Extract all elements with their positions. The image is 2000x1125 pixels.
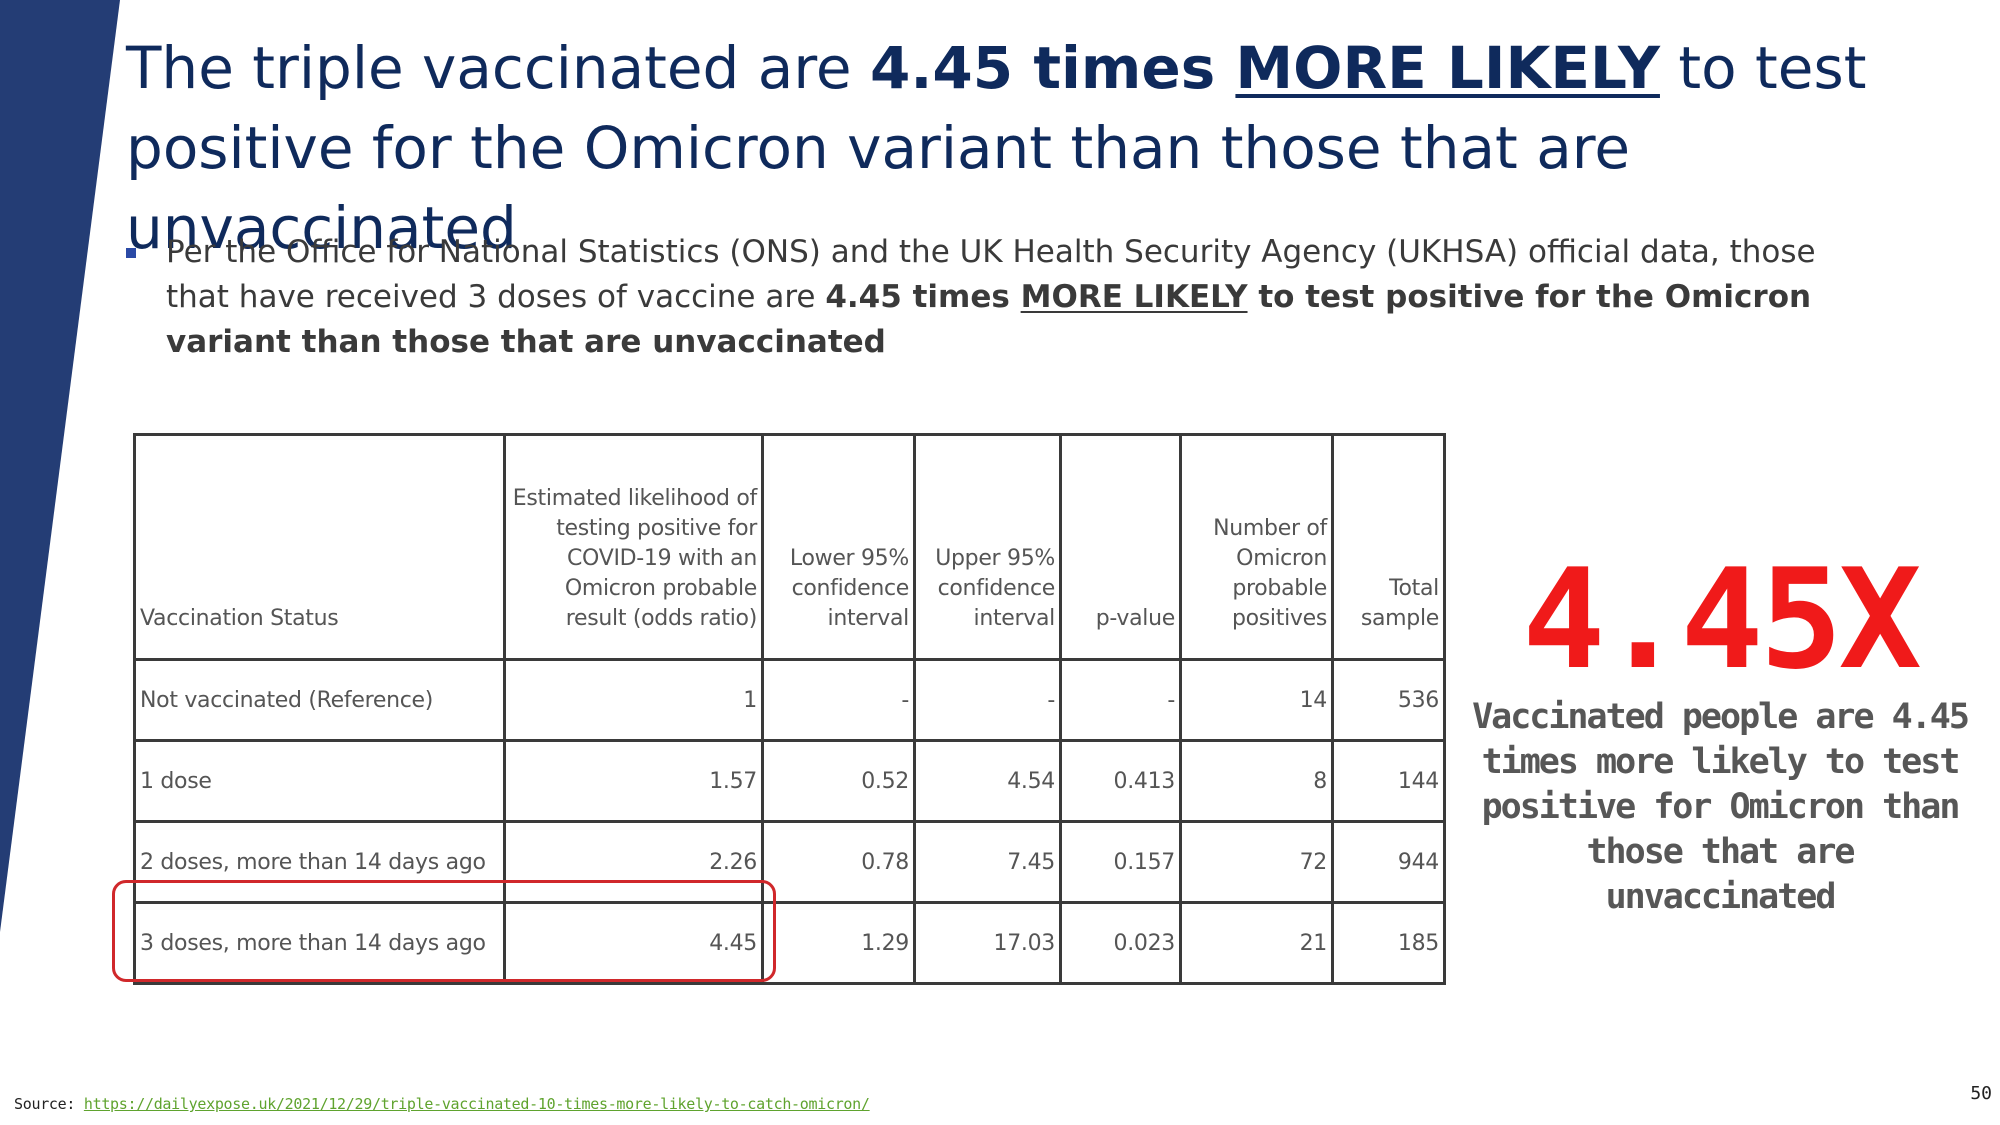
side-accent-band <box>0 0 120 932</box>
row-positives: 8 <box>1179 739 1334 823</box>
slide-title: The triple vaccinated are 4.45 times MOR… <box>126 28 1966 268</box>
square-bullet-icon <box>126 248 136 258</box>
row-lower-ci: - <box>761 658 916 742</box>
row-p-value: 0.023 <box>1059 901 1182 985</box>
header-total-sample: Total sample <box>1331 433 1446 661</box>
table-row: Not vaccinated (Reference) 1 - - - 14 53… <box>133 658 1446 742</box>
row-total-sample: 944 <box>1331 820 1446 904</box>
header-p-value: p-value <box>1059 433 1182 661</box>
bullet-point: Per the Office for National Statistics (… <box>126 230 1886 365</box>
table-row: 1 dose 1.57 0.52 4.54 0.413 8 144 <box>133 739 1446 823</box>
row-upper-ci: 17.03 <box>913 901 1062 985</box>
big-multiplier: 4.45X <box>1522 539 1921 700</box>
row-total-sample: 144 <box>1331 739 1446 823</box>
row-lower-ci: 0.52 <box>761 739 916 823</box>
row-p-value: - <box>1059 658 1182 742</box>
row-odds-ratio: 1.57 <box>503 739 764 823</box>
table-row: 3 doses, more than 14 days ago 4.45 1.29… <box>133 901 1446 985</box>
bullet-text-bold-tail: to test positive for the Omicron variant… <box>166 279 1812 360</box>
row-status: Not vaccinated (Reference) <box>133 658 506 742</box>
row-lower-ci: 0.78 <box>761 820 916 904</box>
highlight-box-three-doses <box>112 880 776 982</box>
row-p-value: 0.157 <box>1059 820 1182 904</box>
vaccination-odds-table: Vaccination Status Estimated likelihood … <box>133 433 1446 985</box>
row-odds-ratio: 1 <box>503 658 764 742</box>
row-upper-ci: - <box>913 658 1062 742</box>
row-positives: 72 <box>1179 820 1334 904</box>
row-p-value: 0.413 <box>1059 739 1182 823</box>
row-lower-ci: 1.29 <box>761 901 916 985</box>
bullet-text: Per the Office for National Statistics (… <box>166 230 1886 365</box>
row-status: 2 doses, more than 14 days ago <box>133 820 506 904</box>
row-odds-ratio: 2.26 <box>503 820 764 904</box>
header-upper-ci: Upper 95% confidence interval <box>913 433 1062 661</box>
source-label: Source: <box>14 1095 84 1113</box>
source-link[interactable]: https://dailyexpose.uk/2021/12/29/triple… <box>83 1095 870 1113</box>
row-odds-ratio: 4.45 <box>503 901 764 985</box>
bullet-text-bold: 4.45 times <box>825 279 1021 315</box>
row-positives: 21 <box>1179 901 1334 985</box>
row-status: 3 doses, more than 14 days ago <box>133 901 506 985</box>
row-upper-ci: 7.45 <box>913 820 1062 904</box>
table-row: 2 doses, more than 14 days ago 2.26 0.78… <box>133 820 1446 904</box>
source-citation: Source: https://dailyexpose.uk/2021/12/2… <box>14 1095 870 1113</box>
header-omicron-positives: Number of Omicron probable positives <box>1179 433 1334 661</box>
table-header-row: Vaccination Status Estimated likelihood … <box>133 433 1446 661</box>
bullet-text-plain: Per the Office for National Statistics (… <box>166 234 1816 315</box>
header-lower-ci: Lower 95% confidence interval <box>761 433 916 661</box>
header-odds-ratio: Estimated likelihood of testing positive… <box>503 433 764 661</box>
title-part-1: The triple vaccinated are <box>126 34 871 102</box>
row-total-sample: 536 <box>1331 658 1446 742</box>
title-part-2: to test positive for the Omicron variant… <box>126 34 1867 262</box>
row-upper-ci: 4.54 <box>913 739 1062 823</box>
title-bold-figure: 4.45 times <box>870 34 1236 102</box>
header-vaccination-status: Vaccination Status <box>133 433 506 661</box>
row-positives: 14 <box>1179 658 1334 742</box>
title-more-likely: MORE LIKELY <box>1235 34 1660 102</box>
multiplier-caption: Vaccinated people are 4.45 times more li… <box>1472 697 1970 917</box>
row-total-sample: 185 <box>1331 901 1446 985</box>
page-number: 50 <box>1970 1083 1992 1104</box>
row-status: 1 dose <box>133 739 506 823</box>
bullet-more-likely: MORE LIKELY <box>1020 279 1248 315</box>
